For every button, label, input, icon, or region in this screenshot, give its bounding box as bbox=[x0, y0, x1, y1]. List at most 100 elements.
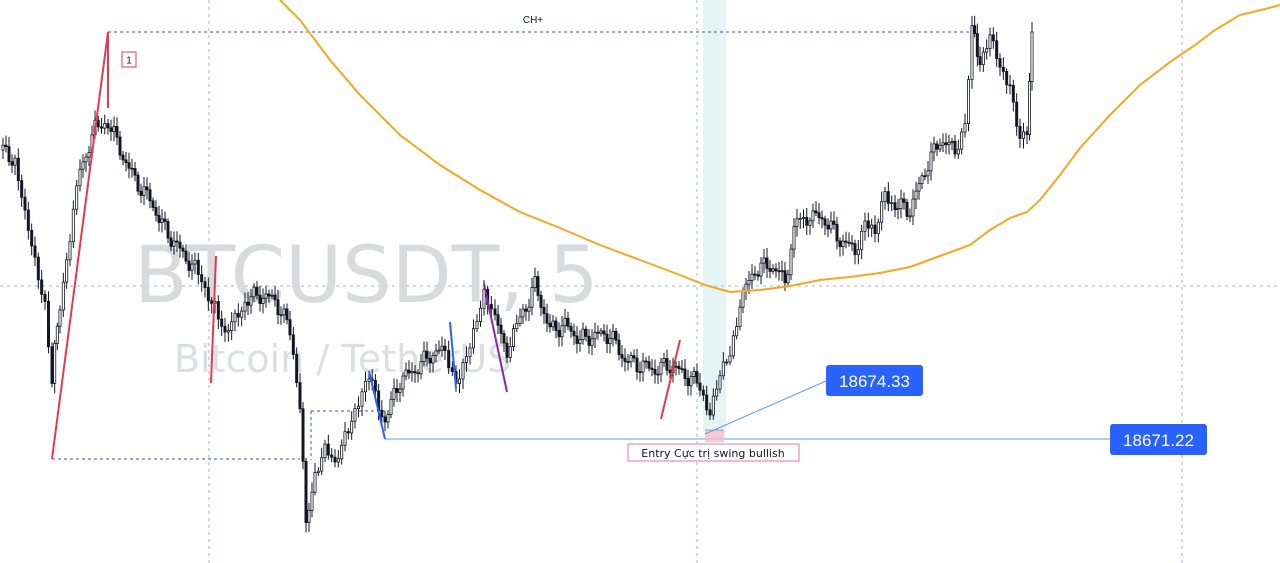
candle-body bbox=[581, 328, 585, 340]
entry-label: Entry Cực trị swing bullish bbox=[641, 447, 784, 460]
candle-body bbox=[206, 287, 210, 302]
zigzag-purple bbox=[483, 283, 508, 393]
candle-body bbox=[689, 376, 693, 387]
candle-body bbox=[701, 389, 705, 396]
candle-body bbox=[304, 460, 308, 523]
candle-body bbox=[847, 241, 851, 244]
candle-body bbox=[650, 367, 654, 370]
zigzag-blue-1 bbox=[368, 370, 386, 440]
candle-body bbox=[826, 224, 830, 230]
candle-body bbox=[741, 290, 745, 308]
candle-body bbox=[635, 357, 639, 373]
candle-body bbox=[721, 361, 725, 377]
candle-body bbox=[617, 339, 621, 355]
choch-label: CH+ bbox=[523, 15, 543, 26]
candle-body bbox=[768, 268, 772, 272]
candle-body bbox=[482, 288, 486, 309]
candle-body bbox=[133, 168, 137, 176]
candle-body bbox=[508, 346, 512, 358]
candle-body bbox=[647, 361, 651, 369]
candle-body bbox=[668, 369, 672, 374]
candle-body bbox=[905, 201, 909, 217]
candle-body bbox=[563, 317, 567, 327]
candle-body bbox=[190, 263, 194, 271]
candle-body bbox=[680, 368, 684, 371]
candle-body bbox=[1018, 125, 1022, 139]
candle-body bbox=[440, 345, 444, 351]
candle-body bbox=[814, 210, 818, 214]
candle-body bbox=[124, 159, 128, 163]
candle-body bbox=[578, 339, 582, 344]
candle-body bbox=[151, 200, 155, 208]
candle-body bbox=[611, 330, 615, 340]
candle-body bbox=[258, 294, 262, 304]
candle-body bbox=[252, 286, 256, 298]
candle-body bbox=[216, 301, 220, 320]
candle-body bbox=[261, 297, 265, 304]
candle-body bbox=[310, 491, 314, 511]
candle-body bbox=[118, 136, 122, 156]
candle-body bbox=[291, 334, 295, 355]
candle-body bbox=[870, 224, 874, 229]
candle-body bbox=[58, 309, 62, 327]
candle-body bbox=[471, 328, 475, 349]
zigzag-lines bbox=[51, 31, 681, 460]
candle-body bbox=[973, 25, 977, 35]
candle-body bbox=[575, 335, 579, 344]
candle-body bbox=[823, 218, 827, 226]
candle-body bbox=[404, 369, 408, 377]
candle-body bbox=[55, 325, 59, 344]
candle-body bbox=[548, 322, 552, 328]
swing-number-box bbox=[121, 51, 137, 68]
callout-connector bbox=[704, 380, 827, 435]
candle-body bbox=[783, 270, 787, 284]
candle-body bbox=[475, 321, 479, 330]
candle-body bbox=[988, 34, 992, 50]
candle-body bbox=[7, 146, 11, 163]
candle-body bbox=[395, 388, 399, 393]
candle-body bbox=[765, 257, 769, 269]
zigzag-red-2 bbox=[660, 339, 681, 420]
candle-body bbox=[850, 242, 854, 245]
candle-body bbox=[431, 355, 435, 364]
callout-price-tag[interactable] bbox=[826, 365, 923, 396]
candle-body bbox=[981, 51, 985, 65]
candle-body bbox=[683, 368, 687, 379]
candle-body bbox=[802, 217, 806, 219]
candle-body bbox=[963, 123, 967, 133]
candle-body bbox=[307, 509, 311, 523]
candle-body bbox=[109, 127, 113, 132]
candle-body bbox=[886, 191, 890, 204]
candle-body bbox=[873, 224, 877, 235]
candle-body bbox=[437, 349, 441, 352]
candlestick-series bbox=[1, 15, 1034, 533]
candle-body bbox=[301, 408, 305, 462]
candle-body bbox=[608, 338, 612, 344]
candle-body bbox=[656, 373, 660, 376]
candle-body bbox=[705, 394, 709, 411]
candle-body bbox=[530, 287, 534, 308]
candle-body bbox=[333, 456, 337, 463]
candle-body bbox=[914, 190, 918, 200]
candle-body bbox=[677, 365, 681, 370]
candle-body bbox=[187, 260, 191, 271]
candle-body bbox=[136, 174, 140, 192]
candle-body bbox=[226, 330, 230, 333]
candle-body bbox=[413, 371, 417, 374]
candle-body bbox=[246, 301, 250, 306]
candle-body bbox=[121, 154, 125, 161]
level-price-tag[interactable] bbox=[1110, 424, 1207, 455]
candle-body bbox=[233, 312, 237, 323]
candle-body bbox=[786, 274, 790, 284]
candle-body bbox=[932, 143, 936, 153]
candle-body bbox=[599, 330, 603, 334]
candle-body bbox=[410, 371, 414, 374]
entry-marker bbox=[705, 430, 724, 442]
candle-body bbox=[36, 256, 40, 281]
candle-body bbox=[447, 350, 451, 369]
candle-body bbox=[795, 218, 799, 228]
candle-body bbox=[236, 312, 240, 318]
candle-body bbox=[270, 294, 274, 297]
candle-body bbox=[593, 331, 597, 340]
